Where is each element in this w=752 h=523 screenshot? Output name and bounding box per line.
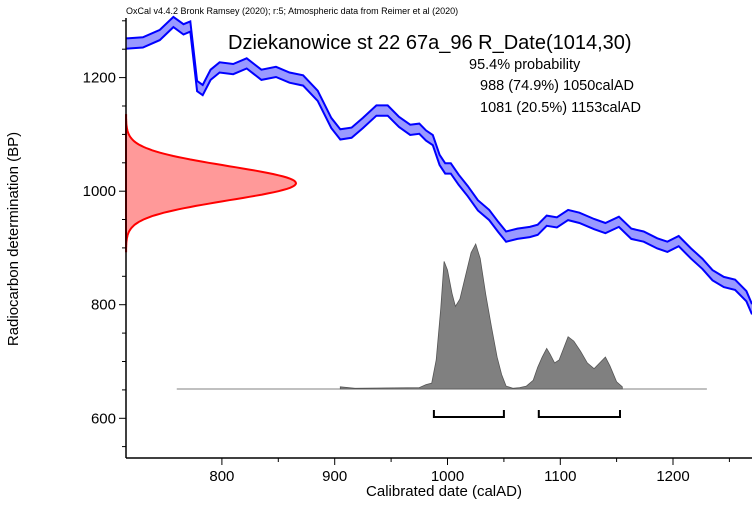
- measurement-distribution: [125, 114, 298, 253]
- probability-range-bars: [432, 410, 621, 418]
- y-tick-label: 600: [91, 410, 116, 427]
- probability-range-2: 1081 (20.5%) 1153calAD: [480, 100, 641, 116]
- x-tick-label: 1000: [431, 468, 464, 485]
- x-axis-title: Calibrated date (calAD): [366, 483, 522, 500]
- y-axis-title: Radiocarbon determination (BP): [5, 132, 22, 346]
- x-tick-label: 800: [209, 468, 234, 485]
- range-bar-1: [432, 410, 505, 418]
- x-tick-label: 900: [322, 468, 347, 485]
- x-tick-label: 1200: [656, 468, 689, 485]
- calibration-curve-lower-line: [125, 25, 752, 315]
- y-tick-label: 1000: [83, 183, 116, 200]
- probability-range-1: 988 (74.9%) 1050calAD: [480, 78, 634, 94]
- posterior-distribution-shape: [339, 242, 623, 390]
- posterior-distribution: [176, 242, 707, 390]
- y-tick-label: 800: [91, 297, 116, 314]
- header-note: OxCal v4.4.2 Bronk Ramsey (2020); r:5; A…: [126, 6, 458, 16]
- axes: 800 900 1000 1100 1200 600 800 1000 1200: [83, 18, 752, 485]
- sample-title: Dziekanowice st 22 67a_96 R_Date(1014,30…: [228, 32, 632, 54]
- range-bar-2: [537, 410, 621, 418]
- measurement-distribution-shape: [125, 114, 298, 253]
- y-tick-label: 1200: [83, 70, 116, 87]
- calibration-curve-upper-line: [125, 15, 752, 305]
- calibration-curve: [125, 15, 752, 315]
- x-tick-label: 1100: [544, 468, 576, 485]
- probability-heading: 95.4% probability: [469, 57, 581, 73]
